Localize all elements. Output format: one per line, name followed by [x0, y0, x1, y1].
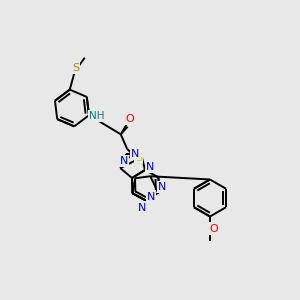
Text: S: S [72, 63, 79, 73]
Text: N: N [146, 162, 154, 172]
Text: O: O [126, 114, 134, 124]
Text: NH: NH [89, 111, 105, 121]
Text: O: O [210, 224, 218, 233]
Text: N: N [120, 156, 128, 166]
Text: N: N [131, 149, 140, 159]
Text: N: N [158, 182, 166, 192]
Text: N: N [147, 191, 155, 202]
Text: N: N [138, 202, 146, 212]
Text: S: S [135, 153, 142, 163]
